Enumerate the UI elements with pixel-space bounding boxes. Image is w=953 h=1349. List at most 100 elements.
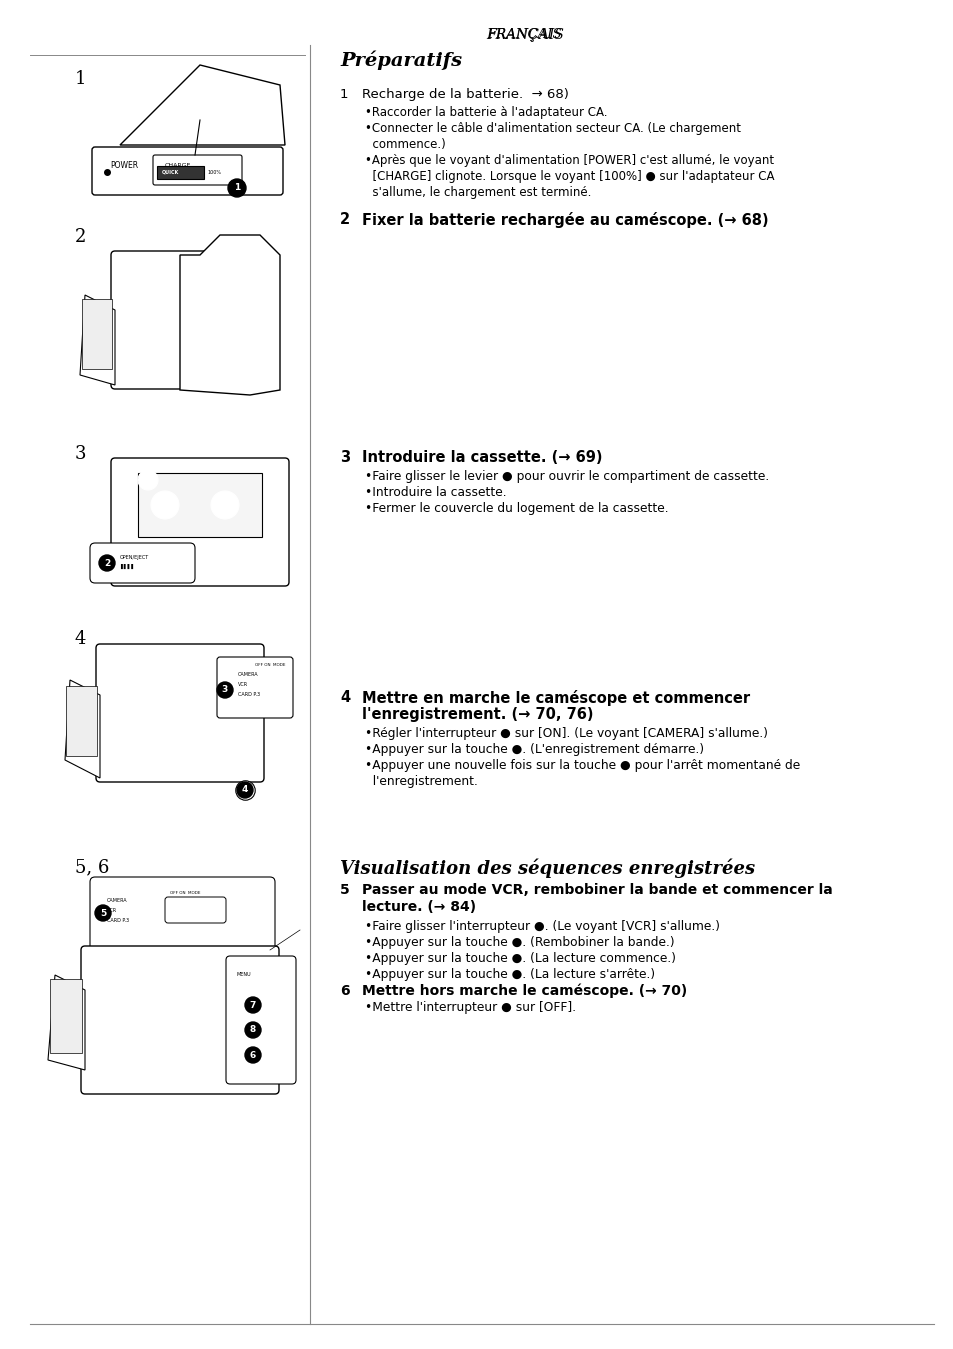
Text: •Appuyer sur la touche ●. (L'enregistrement démarre.): •Appuyer sur la touche ●. (L'enregistrem… — [365, 743, 703, 755]
Text: POWER: POWER — [110, 161, 138, 170]
Text: Fixer la batterie rechargée au caméscope. (→ 68): Fixer la batterie rechargée au caméscope… — [361, 212, 768, 228]
FancyBboxPatch shape — [111, 251, 274, 389]
FancyBboxPatch shape — [91, 147, 283, 196]
Circle shape — [151, 491, 179, 519]
Text: Visualisation des séquences enregistrées: Visualisation des séquences enregistrées — [339, 858, 755, 877]
Text: commence.): commence.) — [365, 138, 445, 151]
FancyBboxPatch shape — [216, 657, 293, 718]
Text: QUICK: QUICK — [162, 170, 179, 174]
Circle shape — [95, 905, 111, 921]
Text: •Mettre l'interrupteur ● sur [OFF].: •Mettre l'interrupteur ● sur [OFF]. — [365, 1001, 576, 1014]
Text: 3: 3 — [75, 445, 87, 463]
FancyBboxPatch shape — [96, 643, 264, 782]
FancyBboxPatch shape — [226, 956, 295, 1085]
Circle shape — [118, 688, 152, 722]
Text: 5: 5 — [339, 884, 350, 897]
Text: 1: 1 — [75, 70, 87, 88]
FancyBboxPatch shape — [157, 166, 204, 179]
Text: •Régler l'interrupteur ● sur [ON]. (Le voyant [CAMERA] s'allume.): •Régler l'interrupteur ● sur [ON]. (Le v… — [365, 727, 767, 741]
Text: 4: 4 — [241, 785, 248, 795]
Circle shape — [245, 997, 261, 1013]
Text: VCR: VCR — [107, 908, 117, 912]
Text: FRANÇAIS: FRANÇAIS — [485, 28, 563, 42]
Text: •Appuyer une nouvelle fois sur la touche ● pour l'arrêt momentané de: •Appuyer une nouvelle fois sur la touche… — [365, 759, 800, 772]
Text: OFF ON  MODE: OFF ON MODE — [170, 890, 200, 894]
Text: 1: 1 — [233, 183, 240, 193]
Text: 7: 7 — [250, 1001, 256, 1009]
Text: CAMERA: CAMERA — [237, 673, 258, 677]
Text: CHARGE: CHARGE — [165, 163, 192, 169]
Text: 1: 1 — [339, 88, 348, 101]
FancyBboxPatch shape — [165, 897, 226, 923]
Text: •Connecter le câble d'alimentation secteur CA. (Le chargement: •Connecter le câble d'alimentation secte… — [365, 121, 740, 135]
Polygon shape — [80, 295, 115, 384]
Text: [CHARGE] clignote. Lorsque le voyant [100%] ● sur l'adaptateur CA: [CHARGE] clignote. Lorsque le voyant [10… — [365, 170, 774, 183]
Polygon shape — [65, 680, 100, 778]
FancyBboxPatch shape — [152, 155, 242, 185]
FancyBboxPatch shape — [81, 946, 278, 1094]
Circle shape — [245, 1023, 261, 1037]
Text: 4: 4 — [75, 630, 87, 648]
Circle shape — [138, 469, 158, 490]
Text: OPEN/EJECT: OPEN/EJECT — [120, 556, 149, 560]
Text: 5, 6: 5, 6 — [75, 858, 110, 876]
Text: CARD P.3: CARD P.3 — [237, 692, 260, 697]
Circle shape — [228, 179, 246, 197]
Text: Passer au mode VCR, rembobiner la bande et commencer la: Passer au mode VCR, rembobiner la bande … — [361, 884, 832, 897]
Circle shape — [130, 290, 170, 331]
Circle shape — [245, 1047, 261, 1063]
FancyBboxPatch shape — [193, 89, 251, 121]
Text: VCR: VCR — [237, 683, 248, 688]
Text: •Faire glisser le levier ● pour ouvrir le compartiment de cassette.: •Faire glisser le levier ● pour ouvrir l… — [365, 469, 768, 483]
Circle shape — [216, 683, 233, 697]
Text: l'enregistrement. (→ 70, 76): l'enregistrement. (→ 70, 76) — [361, 707, 593, 722]
Text: 2: 2 — [75, 228, 87, 246]
Text: 3: 3 — [222, 685, 228, 695]
Text: 8: 8 — [250, 1025, 255, 1035]
Text: •Appuyer sur la touche ●. (La lecture commence.): •Appuyer sur la touche ●. (La lecture co… — [365, 952, 676, 965]
FancyBboxPatch shape — [82, 299, 112, 370]
Text: •Fermer le couvercle du logement de la cassette.: •Fermer le couvercle du logement de la c… — [365, 502, 668, 515]
Text: CAMERA: CAMERA — [107, 897, 128, 902]
Polygon shape — [180, 235, 280, 395]
Text: Introduire la cassette. (→ 69): Introduire la cassette. (→ 69) — [361, 451, 602, 465]
Circle shape — [211, 491, 239, 519]
Circle shape — [236, 782, 253, 799]
Text: Mettre en marche le caméscope et commencer: Mettre en marche le caméscope et commenc… — [361, 689, 749, 706]
FancyBboxPatch shape — [90, 544, 194, 583]
Text: 2: 2 — [104, 558, 110, 568]
Text: 100%: 100% — [207, 170, 221, 174]
Circle shape — [99, 554, 115, 571]
Text: •Après que le voyant d'alimentation [POWER] c'est allumé, le voyant: •Après que le voyant d'alimentation [POW… — [365, 154, 773, 167]
Circle shape — [107, 677, 163, 733]
Text: 5: 5 — [100, 908, 106, 917]
Text: •Faire glisser l'interrupteur ●. (Le voyant [VCR] s'allume.): •Faire glisser l'interrupteur ●. (Le voy… — [365, 920, 720, 934]
Text: •Appuyer sur la touche ●. (La lecture s'arrête.): •Appuyer sur la touche ●. (La lecture s'… — [365, 969, 655, 981]
Text: l'enregistrement.: l'enregistrement. — [365, 774, 477, 788]
Text: 3: 3 — [339, 451, 350, 465]
Text: lecture. (→ 84): lecture. (→ 84) — [361, 900, 476, 915]
FancyBboxPatch shape — [66, 687, 97, 755]
Text: •Raccorder la batterie à l'adaptateur CA.: •Raccorder la batterie à l'adaptateur CA… — [365, 107, 607, 119]
FancyBboxPatch shape — [138, 473, 262, 537]
Circle shape — [120, 281, 180, 340]
Text: 6: 6 — [250, 1051, 255, 1059]
FancyBboxPatch shape — [111, 459, 289, 585]
Polygon shape — [48, 975, 85, 1070]
Text: 2: 2 — [339, 212, 350, 227]
Text: s'allume, le chargement est terminé.: s'allume, le chargement est terminé. — [365, 186, 591, 200]
FancyBboxPatch shape — [237, 258, 276, 287]
Text: Mettre hors marche le caméscope. (→ 70): Mettre hors marche le caméscope. (→ 70) — [361, 983, 686, 998]
Text: OFF ON  MODE: OFF ON MODE — [254, 662, 285, 666]
FancyBboxPatch shape — [50, 979, 82, 1054]
Text: MENU: MENU — [236, 973, 252, 978]
Text: •Introduire la cassette.: •Introduire la cassette. — [365, 486, 506, 499]
Text: Préparatifs: Préparatifs — [339, 50, 461, 70]
Text: CARD P.3: CARD P.3 — [107, 917, 129, 923]
FancyBboxPatch shape — [90, 877, 274, 955]
Text: •Appuyer sur la touche ●. (Rembobiner la bande.): •Appuyer sur la touche ●. (Rembobiner la… — [365, 936, 674, 948]
Text: ▌▌▌▌: ▌▌▌▌ — [120, 564, 135, 568]
Text: 4: 4 — [339, 689, 350, 706]
Polygon shape — [120, 65, 285, 144]
Circle shape — [98, 978, 142, 1023]
